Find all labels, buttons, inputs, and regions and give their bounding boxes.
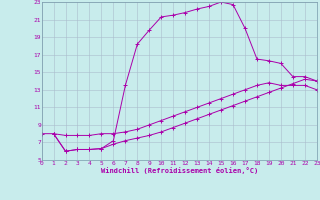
X-axis label: Windchill (Refroidissement éolien,°C): Windchill (Refroidissement éolien,°C) — [100, 167, 258, 174]
